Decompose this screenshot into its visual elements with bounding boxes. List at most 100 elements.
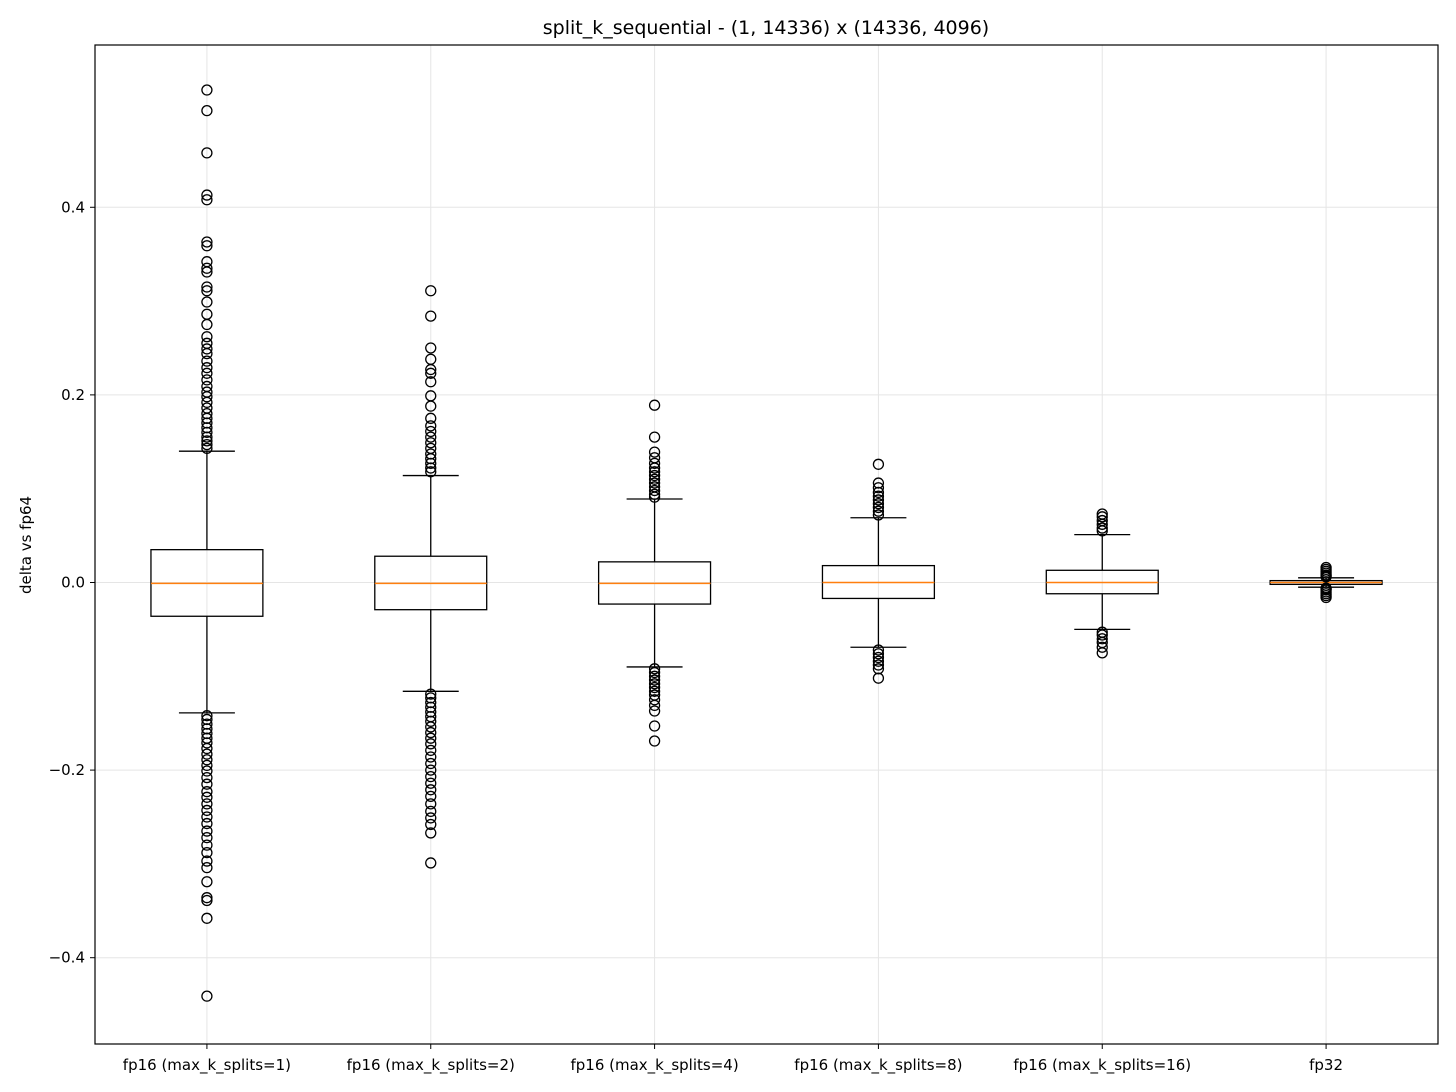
outlier-point (425, 732, 437, 744)
outlier-point (1320, 591, 1332, 604)
outlier-point (425, 457, 437, 470)
outlier-point (648, 484, 661, 497)
outlier-point (201, 331, 213, 343)
x-tick-label: fp16 (max_k_splits=2) (347, 1056, 515, 1075)
outlier-point (201, 262, 213, 274)
outlier-point (872, 494, 885, 506)
outlier-point (201, 748, 213, 760)
outlier-point (201, 189, 213, 201)
outlier-point (201, 318, 213, 331)
outlier-point (648, 473, 661, 485)
outlier-point (425, 790, 437, 803)
outlier-point (425, 827, 437, 839)
outlier-point (201, 105, 213, 117)
y-axis: 0.4 0.2 0.0 −0.2 −0.4 (49, 198, 95, 967)
outlier-point (201, 742, 213, 755)
y-tick-label: 0.4 (61, 198, 85, 216)
outlier-point (425, 726, 437, 739)
outlier-point (201, 426, 213, 439)
box-group (1045, 508, 1159, 659)
outlier-point (201, 391, 213, 403)
outlier-point (201, 347, 213, 360)
x-tick-label: fp16 (max_k_splits=4) (570, 1056, 738, 1075)
outlier-point (425, 412, 437, 424)
outlier-point (425, 777, 437, 789)
outlier-point (201, 990, 213, 1002)
outlier-point (201, 374, 213, 386)
outlier-point (201, 431, 213, 443)
outlier-point (648, 735, 661, 747)
outlier-point (201, 281, 213, 293)
outlier-point (201, 367, 213, 379)
x-tick-label: fp32 (1309, 1056, 1343, 1074)
outlier-point (425, 310, 437, 322)
outlier-point (648, 466, 661, 478)
outlier-point (872, 458, 885, 470)
outlier-point (648, 446, 661, 458)
outlier-point (201, 817, 213, 830)
outlier-point (201, 194, 213, 206)
outlier-point (201, 266, 213, 278)
outlier-point (648, 663, 661, 675)
outlier-point (648, 477, 661, 489)
outlier-point (201, 759, 213, 772)
plot-frame (94, 44, 1439, 1045)
outlier-point (425, 466, 437, 478)
outlier-point (1096, 525, 1108, 537)
outlier-point (425, 400, 437, 412)
outlier-point (201, 396, 213, 409)
outlier-point (201, 236, 213, 248)
outlier-point (201, 355, 213, 367)
outlier-point (425, 721, 437, 733)
x-tick-label: fp16 (max_k_splits=16) (1013, 1056, 1191, 1075)
outlier-point (201, 876, 213, 888)
outlier-point (872, 644, 885, 656)
outlier-point (201, 804, 213, 817)
outlier-point (1096, 518, 1108, 530)
outlier-point (201, 786, 213, 798)
outlier-point (201, 811, 213, 823)
y-tick-label: −0.2 (49, 761, 85, 779)
x-tick-label: fp16 (max_k_splits=8) (794, 1056, 962, 1075)
outlier-point (425, 285, 437, 297)
outlier-point (872, 486, 885, 499)
outlier-point (201, 825, 213, 837)
outlier-point (425, 764, 437, 776)
outlier-point (1096, 511, 1108, 523)
outlier-point (425, 818, 437, 831)
outlier-point (201, 912, 213, 924)
outlier-point (425, 738, 437, 750)
outlier-point (648, 674, 661, 686)
outlier-point (648, 720, 661, 732)
box-layer (150, 84, 1383, 1002)
outlier-point (425, 744, 437, 757)
outlier-point (425, 784, 437, 796)
outlier-point (425, 771, 437, 783)
outlier-point (872, 482, 885, 494)
outlier-point (201, 831, 213, 844)
outlier-point (201, 791, 213, 803)
outlier-point (201, 855, 213, 867)
outlier-point (425, 425, 437, 438)
outlier-point (425, 363, 437, 376)
outlier-point (872, 655, 885, 667)
outlier-point (872, 509, 885, 521)
outlier-point (648, 457, 661, 470)
outlier-point (648, 491, 661, 503)
outlier-point (425, 812, 437, 824)
outlier-point (648, 685, 661, 697)
outlier-point (872, 505, 885, 517)
outlier-point (648, 469, 661, 482)
outlier-point (872, 672, 885, 684)
box-group (597, 399, 712, 747)
outlier-point (1320, 571, 1332, 583)
outlier-point (425, 431, 437, 443)
outlier-point (425, 715, 437, 727)
outlier-point (201, 771, 213, 784)
x-axis: fp16 (max_k_splits=1) fp16 (max_k_splits=… (123, 1044, 1343, 1075)
outlier-point (425, 798, 437, 810)
outlier-point (201, 442, 213, 455)
outlier-point (648, 399, 661, 411)
y-tick-label: −0.4 (49, 949, 85, 967)
